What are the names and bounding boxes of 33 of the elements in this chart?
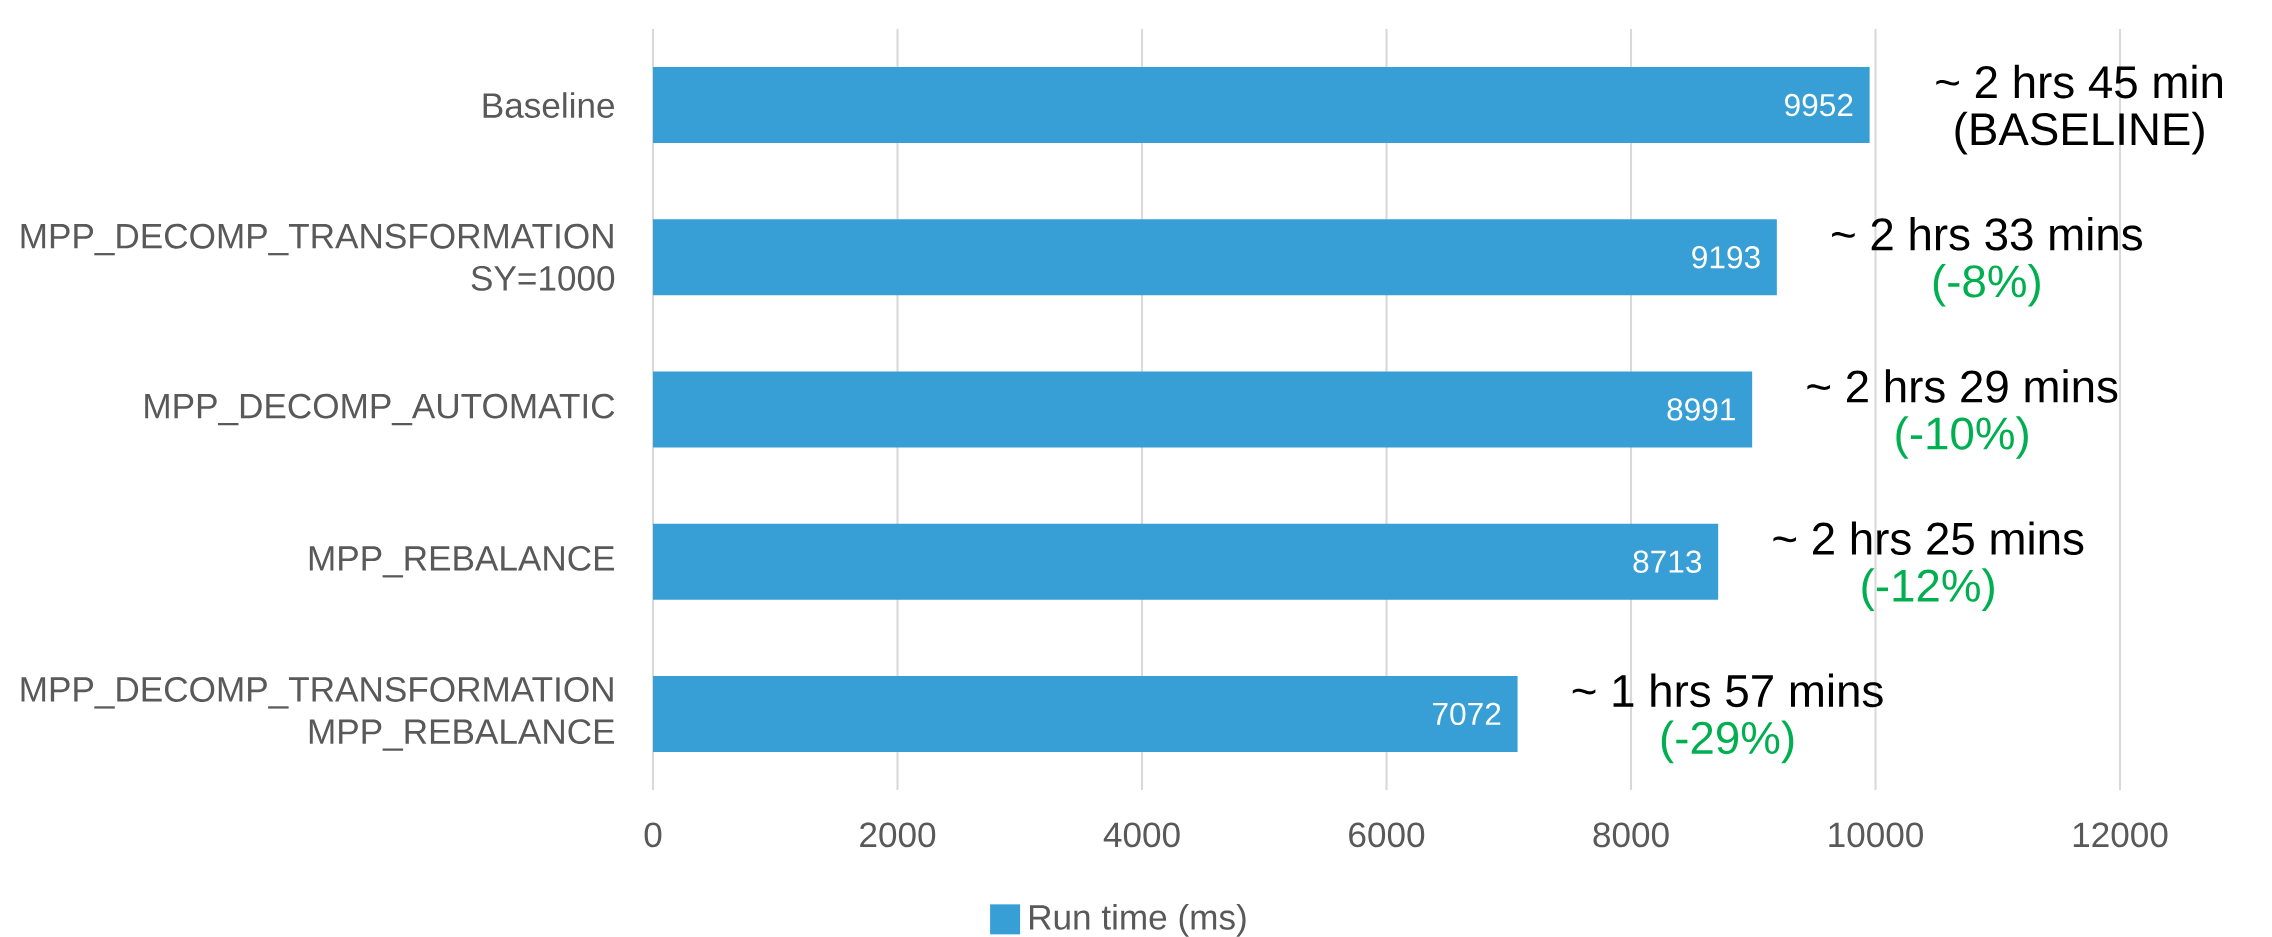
x-tick-label: 6000 (1349, 822, 1425, 848)
data-label: 8991 (1667, 398, 1735, 421)
bar (653, 219, 1777, 296)
y-tick-label: MPP_DECOMP_AUTOMATIC (145, 393, 615, 426)
x-tick-label: 0 (644, 822, 662, 848)
annotation: ~ 2 hrs 45 min (1936, 64, 2222, 99)
bar (653, 523, 1719, 600)
data-label: 9952 (1785, 93, 1853, 117)
x-tick-label: 2000 (860, 822, 936, 848)
data-label: 9193 (1692, 246, 1760, 269)
y-tick-label: MPP_DECOMP_TRANSFORMATION SY=1000 (21, 223, 615, 291)
annotation: (-29%) (1661, 720, 1794, 764)
data-label: 8713 (1633, 550, 1702, 573)
y-tick-label: Baseline (483, 92, 614, 118)
annotation: (-8%) (1933, 263, 2040, 307)
bar (653, 67, 1870, 144)
annotation: ~ 2 hrs 33 mins (1832, 217, 2142, 251)
x-tick-label: 4000 (1103, 822, 1180, 848)
x-tick-label: 10000 (1829, 822, 1923, 848)
x-tick-label: 8000 (1593, 822, 1669, 848)
annotation: ~ 2 hrs 25 mins (1773, 521, 2084, 555)
legend-label: Run time (ms) (1029, 903, 1246, 937)
y-tick-label: MPP_DECOMP_TRANSFORMATION MPP_REBALANCE (21, 677, 615, 751)
bar (653, 371, 1753, 448)
annotation: ~ 1 hrs 57 mins (1572, 673, 1883, 708)
annotation: (BASELINE) (1955, 111, 2204, 155)
annotation: (-10%) (1896, 416, 2028, 459)
annotation: (-12%) (1862, 568, 1994, 611)
data-label: 7072 (1433, 702, 1501, 726)
y-tick-label: MPP_REBALANCE (309, 545, 615, 578)
bar (653, 675, 1518, 752)
x-tick-label: 12000 (2073, 822, 2168, 848)
annotation: ~ 2 hrs 29 mins (1807, 369, 2118, 403)
